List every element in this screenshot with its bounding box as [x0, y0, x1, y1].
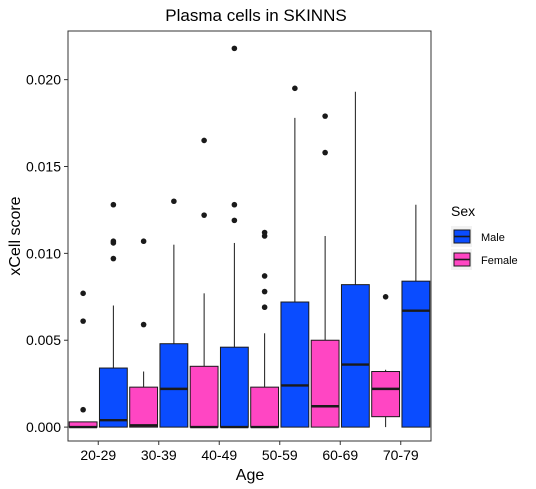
box-male-20-29 [98, 201, 128, 428]
box-iqr [250, 386, 280, 428]
legend: Sex Male Female [451, 203, 518, 270]
y-tick-label: 0.005 [26, 332, 61, 348]
box-male-50-59 [280, 85, 310, 428]
outlier-point [261, 273, 268, 279]
y-tick-label: 0.020 [26, 72, 61, 88]
box-iqr [310, 339, 340, 428]
y-tick-label: 0.015 [26, 159, 61, 175]
box-iqr [129, 386, 159, 428]
outlier-point [110, 201, 117, 208]
y-tick-label: 0.000 [26, 419, 61, 435]
legend-label-female: Female [481, 255, 518, 267]
outlier-point [231, 45, 238, 52]
x-tick-label: 50-59 [262, 447, 298, 463]
box-female-20-29 [68, 290, 98, 429]
outlier-point [322, 113, 328, 119]
outlier-point [231, 201, 238, 208]
outlier-point [322, 149, 328, 156]
box-male-60-69 [340, 91, 370, 428]
box-male-30-39 [159, 198, 189, 428]
x-tick-label: 20-29 [80, 447, 116, 463]
outlier-point [231, 217, 238, 224]
y-axis: 0.000 0.005 0.010 0.015 0.020 [26, 72, 68, 435]
legend-title: Sex [451, 203, 475, 219]
box-male-70-79 [401, 204, 431, 428]
box-iqr [159, 343, 189, 428]
outlier-point [201, 137, 207, 144]
outlier-point [110, 255, 117, 262]
outlier-point [110, 238, 117, 245]
y-axis-title: xCell score [7, 196, 24, 275]
x-axis-title: Age [236, 467, 265, 484]
box-iqr [189, 365, 219, 428]
box-female-70-79 [371, 294, 401, 428]
x-axis: 20-29 30-39 40-49 50-59 60-69 70-79 [80, 441, 419, 463]
box-female-40-49 [189, 137, 219, 429]
box-iqr [280, 301, 310, 428]
outlier-point [140, 238, 147, 245]
x-tick-label: 70-79 [383, 447, 419, 463]
boxes-layer [68, 45, 431, 429]
chart-title: Plasma cells in SKINNS [165, 6, 346, 25]
outlier-point [382, 294, 389, 300]
legend-label-male: Male [481, 232, 505, 244]
box-female-50-59 [250, 229, 280, 429]
outlier-point [261, 229, 268, 236]
box-female-30-39 [129, 238, 159, 428]
outlier-point [80, 290, 86, 297]
plot-panel [67, 30, 432, 442]
x-tick-label: 30-39 [141, 447, 177, 463]
outlier-point [261, 304, 268, 311]
outlier-point [261, 288, 268, 295]
outlier-point [201, 212, 207, 218]
outlier-point [292, 85, 298, 92]
outlier-point [171, 198, 177, 205]
box-male-40-49 [219, 45, 249, 429]
x-tick-label: 40-49 [201, 447, 237, 463]
box-female-60-69 [310, 113, 340, 428]
box-iqr [219, 346, 249, 428]
box-iqr [371, 371, 401, 418]
x-tick-label: 60-69 [322, 447, 358, 463]
box-iqr [98, 367, 128, 428]
outlier-point [80, 318, 86, 324]
box-iqr [340, 284, 370, 428]
box-iqr [401, 280, 431, 428]
outlier-point [80, 406, 86, 413]
y-tick-label: 0.010 [26, 245, 61, 261]
outlier-point [140, 321, 147, 328]
